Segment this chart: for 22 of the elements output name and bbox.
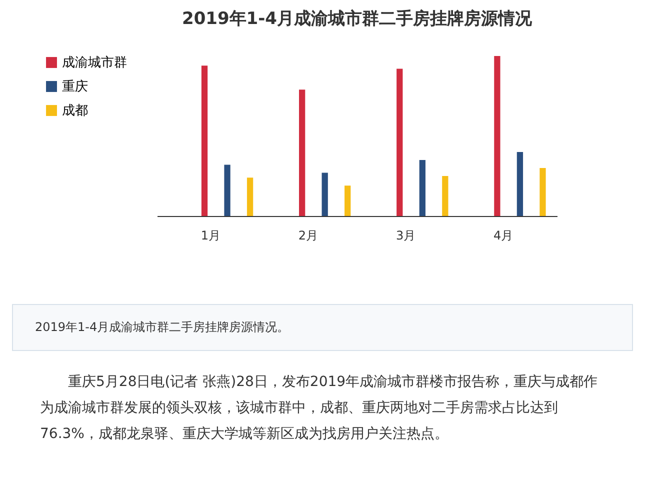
bar [246,178,254,216]
bar [224,164,230,216]
x-tick-label: 4月 [494,228,514,242]
bar [299,90,306,216]
bar [419,160,426,216]
bar [322,172,328,216]
bar [201,66,208,216]
bar [516,152,524,216]
text: 2019年1-4月成渝城市群二手房挂牌房源情况。 [12,304,633,351]
x-tick-label: 3月 [396,228,416,242]
chart-title: 2019年1-4月成渝城市群二手房挂牌房源情况 [182,9,534,29]
bar [494,56,500,216]
legend-label: 重庆 [62,80,88,94]
bar [540,168,546,216]
bar [396,68,403,216]
x-tick-label: 1月 [200,228,220,242]
text: 重庆5月28日电(记者 张燕)28日，发布2019年成渝城市群楼市报告称，重庆与成都作为成渝城市群发展的领头双核，该城市群中，成都、重庆两地对二手房需求占比达到76.3%，成都龙泉驿、重庆大学城等新区成为找房用户关注热点。 [40,373,599,444]
legend-label: 成渝城市群 [62,56,127,70]
bar [344,186,351,216]
legend-label: 成都 [62,104,88,118]
bar [442,176,448,216]
x-tick-label: 2月 [298,228,318,242]
